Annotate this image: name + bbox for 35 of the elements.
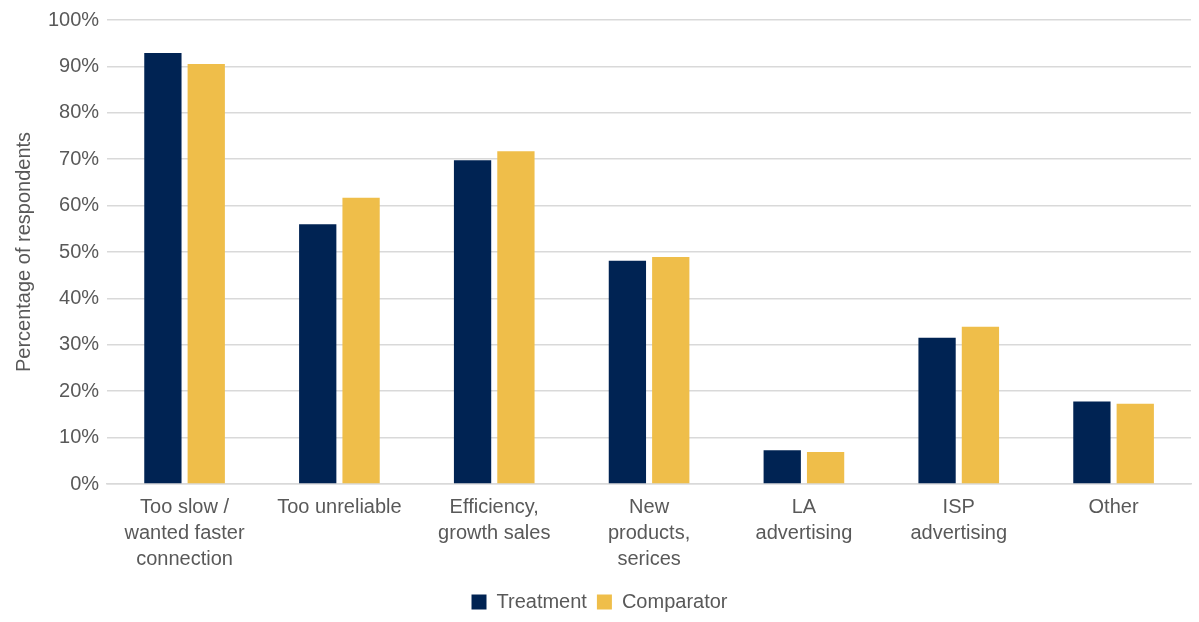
- bar: [342, 197, 380, 484]
- bar: [652, 257, 690, 484]
- y-tick-label: 90%: [59, 53, 100, 76]
- y-axis-title: Percentage of respondents: [11, 131, 34, 373]
- bar: [497, 151, 535, 484]
- x-tick-label: Efficiency, growth sales: [438, 494, 551, 543]
- x-tick-label: New products, serices: [607, 494, 691, 569]
- bar: [806, 451, 845, 484]
- y-tick-label: 50%: [59, 239, 100, 262]
- bar: [1116, 403, 1154, 484]
- bar: [187, 64, 225, 484]
- bar: [453, 160, 492, 484]
- x-tick-label: Too slow / wanted faster connection: [123, 494, 245, 569]
- x-tick-label: ISP advertising: [910, 494, 1008, 543]
- y-tick-label: 40%: [59, 285, 100, 308]
- x-tick-label: LA advertising: [755, 494, 853, 543]
- y-tick-label: 0%: [70, 471, 100, 494]
- y-tick-label: 60%: [59, 193, 100, 216]
- y-tick-label: 100%: [48, 7, 100, 30]
- bar: [299, 224, 337, 484]
- legend-label: Comparator: [621, 589, 728, 612]
- x-tick-label: Other: [1088, 494, 1139, 517]
- y-tick-label: 70%: [59, 146, 100, 169]
- y-tick-label: 20%: [59, 378, 100, 401]
- bar: [1073, 401, 1111, 484]
- y-tick-label: 80%: [59, 100, 100, 123]
- legend-label: Treatment: [496, 589, 588, 612]
- bar: [608, 260, 647, 484]
- y-tick-label: 10%: [59, 425, 100, 448]
- bar: [918, 337, 956, 484]
- bar: [961, 326, 1000, 484]
- x-tick-label: Too unreliable: [277, 494, 402, 517]
- y-tick-label: 30%: [59, 332, 100, 355]
- bar: [144, 52, 182, 484]
- bar: [763, 450, 801, 484]
